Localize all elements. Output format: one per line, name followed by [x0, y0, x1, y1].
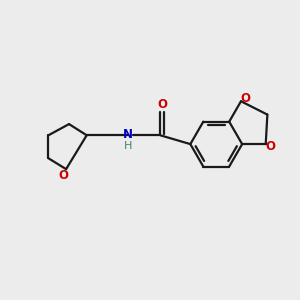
- Text: O: O: [59, 169, 69, 182]
- Text: O: O: [157, 98, 167, 111]
- Text: N: N: [123, 128, 133, 141]
- Text: H: H: [124, 142, 133, 152]
- Text: O: O: [240, 92, 250, 105]
- Text: O: O: [265, 140, 275, 153]
